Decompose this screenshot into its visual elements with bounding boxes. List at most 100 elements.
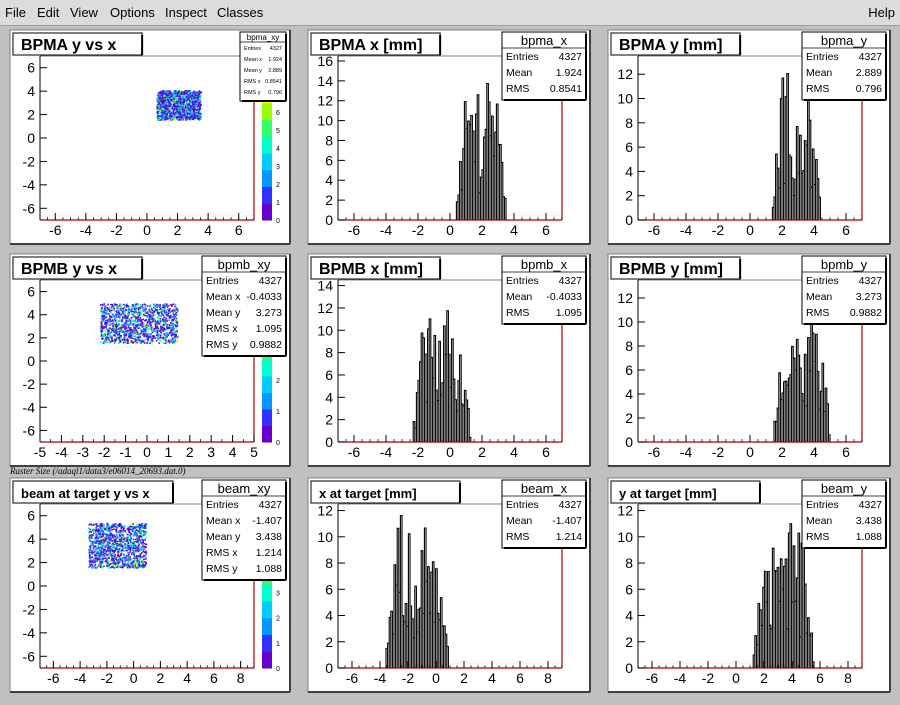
- palette-tick-label: 3: [276, 164, 280, 171]
- stats-value: 0.8541: [265, 79, 282, 85]
- palette-cell: [262, 624, 272, 629]
- palette-cell: [262, 126, 272, 131]
- y-tick-label: 12: [317, 93, 333, 109]
- y-tick-label: -2: [23, 153, 36, 169]
- palette-cell: [262, 644, 272, 649]
- stats-value: 1.095: [556, 307, 582, 319]
- y-tick-label: 2: [325, 412, 333, 428]
- palette-cell: [262, 590, 272, 595]
- palette-cell: [262, 149, 272, 154]
- y-tick-label: 0: [625, 212, 633, 228]
- palette-cell: [262, 611, 272, 615]
- stats-label: RMS: [806, 531, 829, 543]
- x-tick-label: 0: [432, 670, 440, 686]
- x-tick-label: -1: [119, 444, 132, 460]
- stats-value: 4327: [859, 499, 883, 511]
- pad-x-at-target-mm[interactable]: -6 -4 -2 0 2 4 6 8 0 2 4 6 8 10 12 x at target [mm] beam…: [307, 477, 591, 693]
- y-tick-label: 10: [317, 113, 333, 129]
- palette-cell: [262, 139, 272, 144]
- palette-cell: [262, 607, 272, 612]
- palette-cell: [262, 392, 272, 397]
- palette-cell: [262, 356, 272, 360]
- menu-edit[interactable]: Edit: [37, 5, 60, 20]
- y-tick-label: 4: [27, 531, 35, 547]
- histogram-bars: [752, 523, 815, 668]
- y-tick-label: 2: [27, 555, 35, 571]
- x-tick-label: -4: [74, 670, 87, 686]
- y-tick-label: -2: [23, 376, 36, 392]
- x-tick-label: 0: [446, 444, 454, 460]
- pad-bpma-y-mm[interactable]: -6 -4 -2 0 2 4 6 0 2 4 6 8 10 12 BPMA y [mm] bpma_y Entr…: [607, 29, 891, 245]
- histogram-bars: [771, 73, 821, 220]
- y-tick-label: 8: [625, 555, 633, 571]
- stats-box: beam_y Entries 4327 Mean 3.438 RMS 1.088: [801, 479, 887, 549]
- palette-cell: [262, 379, 272, 384]
- y-tick-label: 6: [27, 284, 35, 300]
- palette-cell: [262, 587, 272, 592]
- palette-cell: [262, 372, 272, 377]
- palette-tick-label: 5: [276, 128, 280, 135]
- palette-tick-label: 3: [276, 590, 280, 597]
- plot-title-text: BPMB y vs x: [21, 261, 117, 278]
- y-tick-label: 0: [27, 353, 35, 369]
- x-tick-label: -3: [77, 444, 90, 460]
- stats-value: 1.095: [256, 323, 282, 335]
- stats-value: 4327: [559, 275, 583, 287]
- palette-cell: [262, 199, 272, 204]
- plot-title-text: BPMA x [mm]: [319, 37, 422, 54]
- y-tick-label: -6: [23, 422, 36, 438]
- stats-box: bpmb_y Entries 4327 Mean 3.273 RMS 0.9882: [801, 255, 887, 325]
- stats-label: RMS y: [206, 563, 238, 575]
- stats-value: -1.407: [252, 515, 282, 527]
- palette-cell: [262, 153, 272, 157]
- palette-tick-label: 0: [276, 440, 280, 447]
- stats-value: 1.924: [556, 67, 582, 79]
- x-tick-label: -2: [101, 670, 114, 686]
- y-tick-label: 2: [625, 634, 633, 650]
- y-tick-label: 4: [325, 608, 333, 624]
- stats-label: Mean: [806, 67, 832, 79]
- plot-title: beam at target y vs x: [12, 480, 174, 504]
- canvas-subtitle: Raster Size (/adaql1/data3/e06014_20693.…: [10, 466, 186, 476]
- plot-title-text: BPMB x [mm]: [319, 261, 423, 278]
- menu-help[interactable]: Help: [868, 5, 895, 20]
- palette-cell: [262, 159, 272, 164]
- palette-tick-label: 1: [276, 409, 280, 416]
- stats-label: RMS: [806, 307, 829, 319]
- y-tick-label: 2: [325, 192, 333, 208]
- stats-value: 4327: [259, 275, 283, 287]
- stats-box-frame: [501, 31, 587, 101]
- stats-value: 4327: [259, 499, 283, 511]
- menu-classes[interactable]: Classes: [217, 5, 264, 20]
- stats-label: Mean x: [206, 291, 241, 303]
- x-tick-label: -6: [47, 670, 60, 686]
- x-tick-label: 2: [778, 222, 786, 238]
- palette-cell: [262, 614, 272, 619]
- plot-title-text: BPMA y vs x: [21, 37, 117, 54]
- y-tick-label: 6: [625, 139, 633, 155]
- x-tick-label: -4: [380, 444, 393, 460]
- palette-cell: [262, 654, 272, 659]
- x-tick-label: -2: [412, 444, 425, 460]
- y-tick-label: 2: [27, 330, 35, 346]
- menu-inspect[interactable]: Inspect: [165, 5, 207, 20]
- pad-y-at-target-mm[interactable]: -6 -4 -2 0 2 4 6 8 0 2 4 6 8 10 12 y at target [mm] beam…: [607, 477, 891, 693]
- pad-bpmb-y-mm[interactable]: -6 -4 -2 0 2 4 6 0 2 4 6 8 10 12 BPMB y [mm] bpmb_y Entr…: [607, 253, 891, 467]
- palette-cell: [262, 369, 272, 374]
- stats-box-frame: [201, 479, 287, 581]
- y-tick-label: 8: [625, 115, 633, 131]
- x-tick-label: -4: [674, 670, 687, 686]
- palette-cell: [262, 196, 272, 201]
- stats-value: -0.4033: [546, 291, 582, 303]
- palette-cell: [262, 359, 272, 364]
- menu-view[interactable]: View: [70, 5, 98, 20]
- y-tick-label: -6: [23, 648, 36, 664]
- palette-cell: [262, 122, 272, 127]
- menu-file[interactable]: File: [5, 5, 26, 20]
- menu-options[interactable]: Options: [110, 5, 155, 20]
